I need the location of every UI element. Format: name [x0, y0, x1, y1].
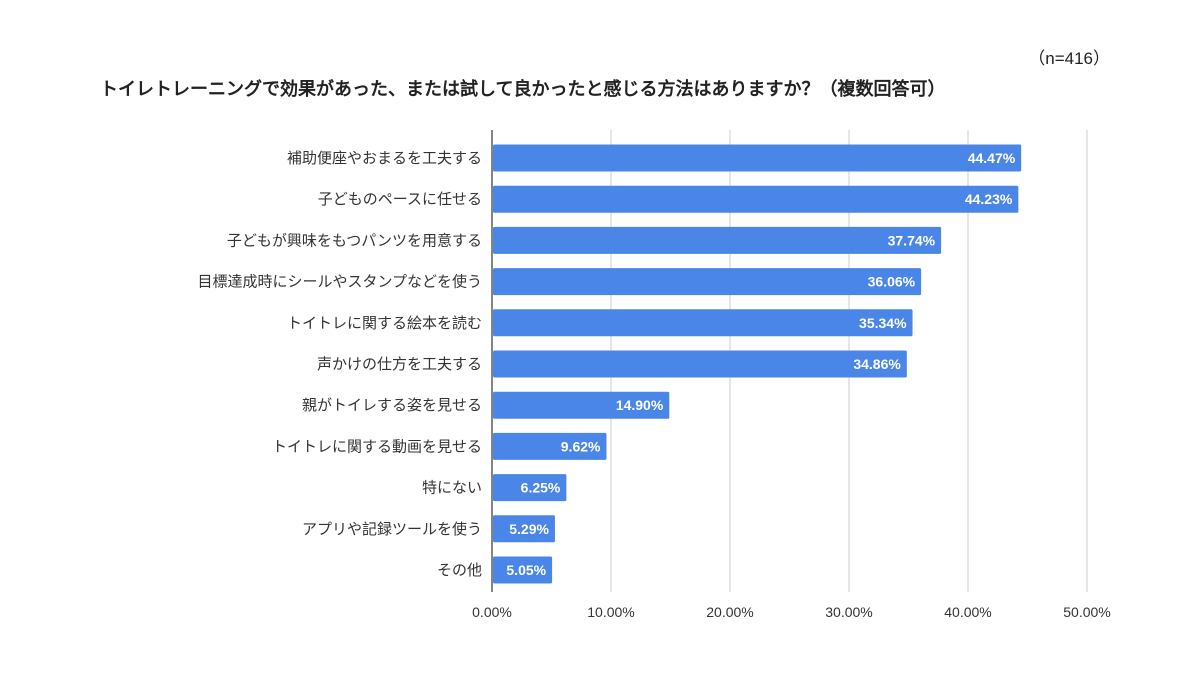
x-tick-label: 30.00%: [825, 604, 872, 620]
category-label: 子どものペースに任せる: [318, 190, 482, 208]
bar: [493, 515, 555, 543]
bar: [493, 309, 913, 337]
x-tick-label: 0.00%: [472, 604, 512, 620]
bar: [493, 432, 607, 460]
x-tick-label: 40.00%: [944, 604, 991, 620]
category-label: トイトレに関する動画を見せる: [272, 437, 482, 455]
x-tick-label: 20.00%: [706, 604, 753, 620]
bar: [493, 350, 907, 378]
value-label: 14.90%: [616, 397, 664, 413]
category-label: トイトレに関する絵本を読む: [287, 314, 482, 332]
category-label: 子どもが興味をもつパンツを用意する: [227, 231, 482, 249]
category-label: 声かけの仕方を工夫する: [317, 355, 482, 373]
bar: [493, 391, 670, 419]
bar: [493, 268, 922, 296]
x-tick-label: 50.00%: [1063, 604, 1110, 620]
category-label: 目標達成時にシールやスタンプなどを使う: [197, 273, 482, 291]
bars: 44.47% 44.23% 37.74% 36.06% 35.34% 34.86% 14.9…: [493, 144, 1022, 584]
x-tick-label: 10.00%: [587, 604, 634, 620]
chart-title: トイレトレーニングで効果があった、または試して良かったと感じる方法はありますか？…: [100, 79, 946, 100]
bar: [493, 226, 942, 254]
value-label: 9.62%: [561, 438, 601, 454]
value-label: 36.06%: [868, 274, 916, 290]
category-label: アプリや記録ツールを使う: [302, 520, 482, 538]
category-labels: 補助便座やおまるを工夫する子どものペースに任せる子どもが興味をもつパンツを用意す…: [197, 149, 482, 579]
value-label: 44.47%: [968, 150, 1016, 166]
x-axis-ticks: 0.00% 10.00% 20.00% 30.00% 40.00% 50.00%: [472, 604, 1111, 620]
category-label: その他: [437, 561, 482, 579]
value-label: 5.05%: [506, 562, 546, 578]
bar: [493, 144, 1022, 172]
value-label: 34.86%: [853, 356, 901, 372]
bar: [493, 474, 567, 502]
category-label: 特にない: [422, 479, 482, 497]
value-label: 35.34%: [859, 315, 907, 331]
value-label: 44.23%: [965, 191, 1013, 207]
category-label: 補助便座やおまるを工夫する: [287, 149, 482, 167]
bar: [493, 185, 1019, 213]
sample-size-label: （n=416）: [1028, 49, 1110, 68]
category-label: 親がトイレする姿を見せる: [302, 396, 482, 414]
value-label: 37.74%: [888, 232, 936, 248]
value-label: 5.29%: [509, 521, 549, 537]
value-label: 6.25%: [521, 480, 561, 496]
bar: [493, 556, 553, 584]
